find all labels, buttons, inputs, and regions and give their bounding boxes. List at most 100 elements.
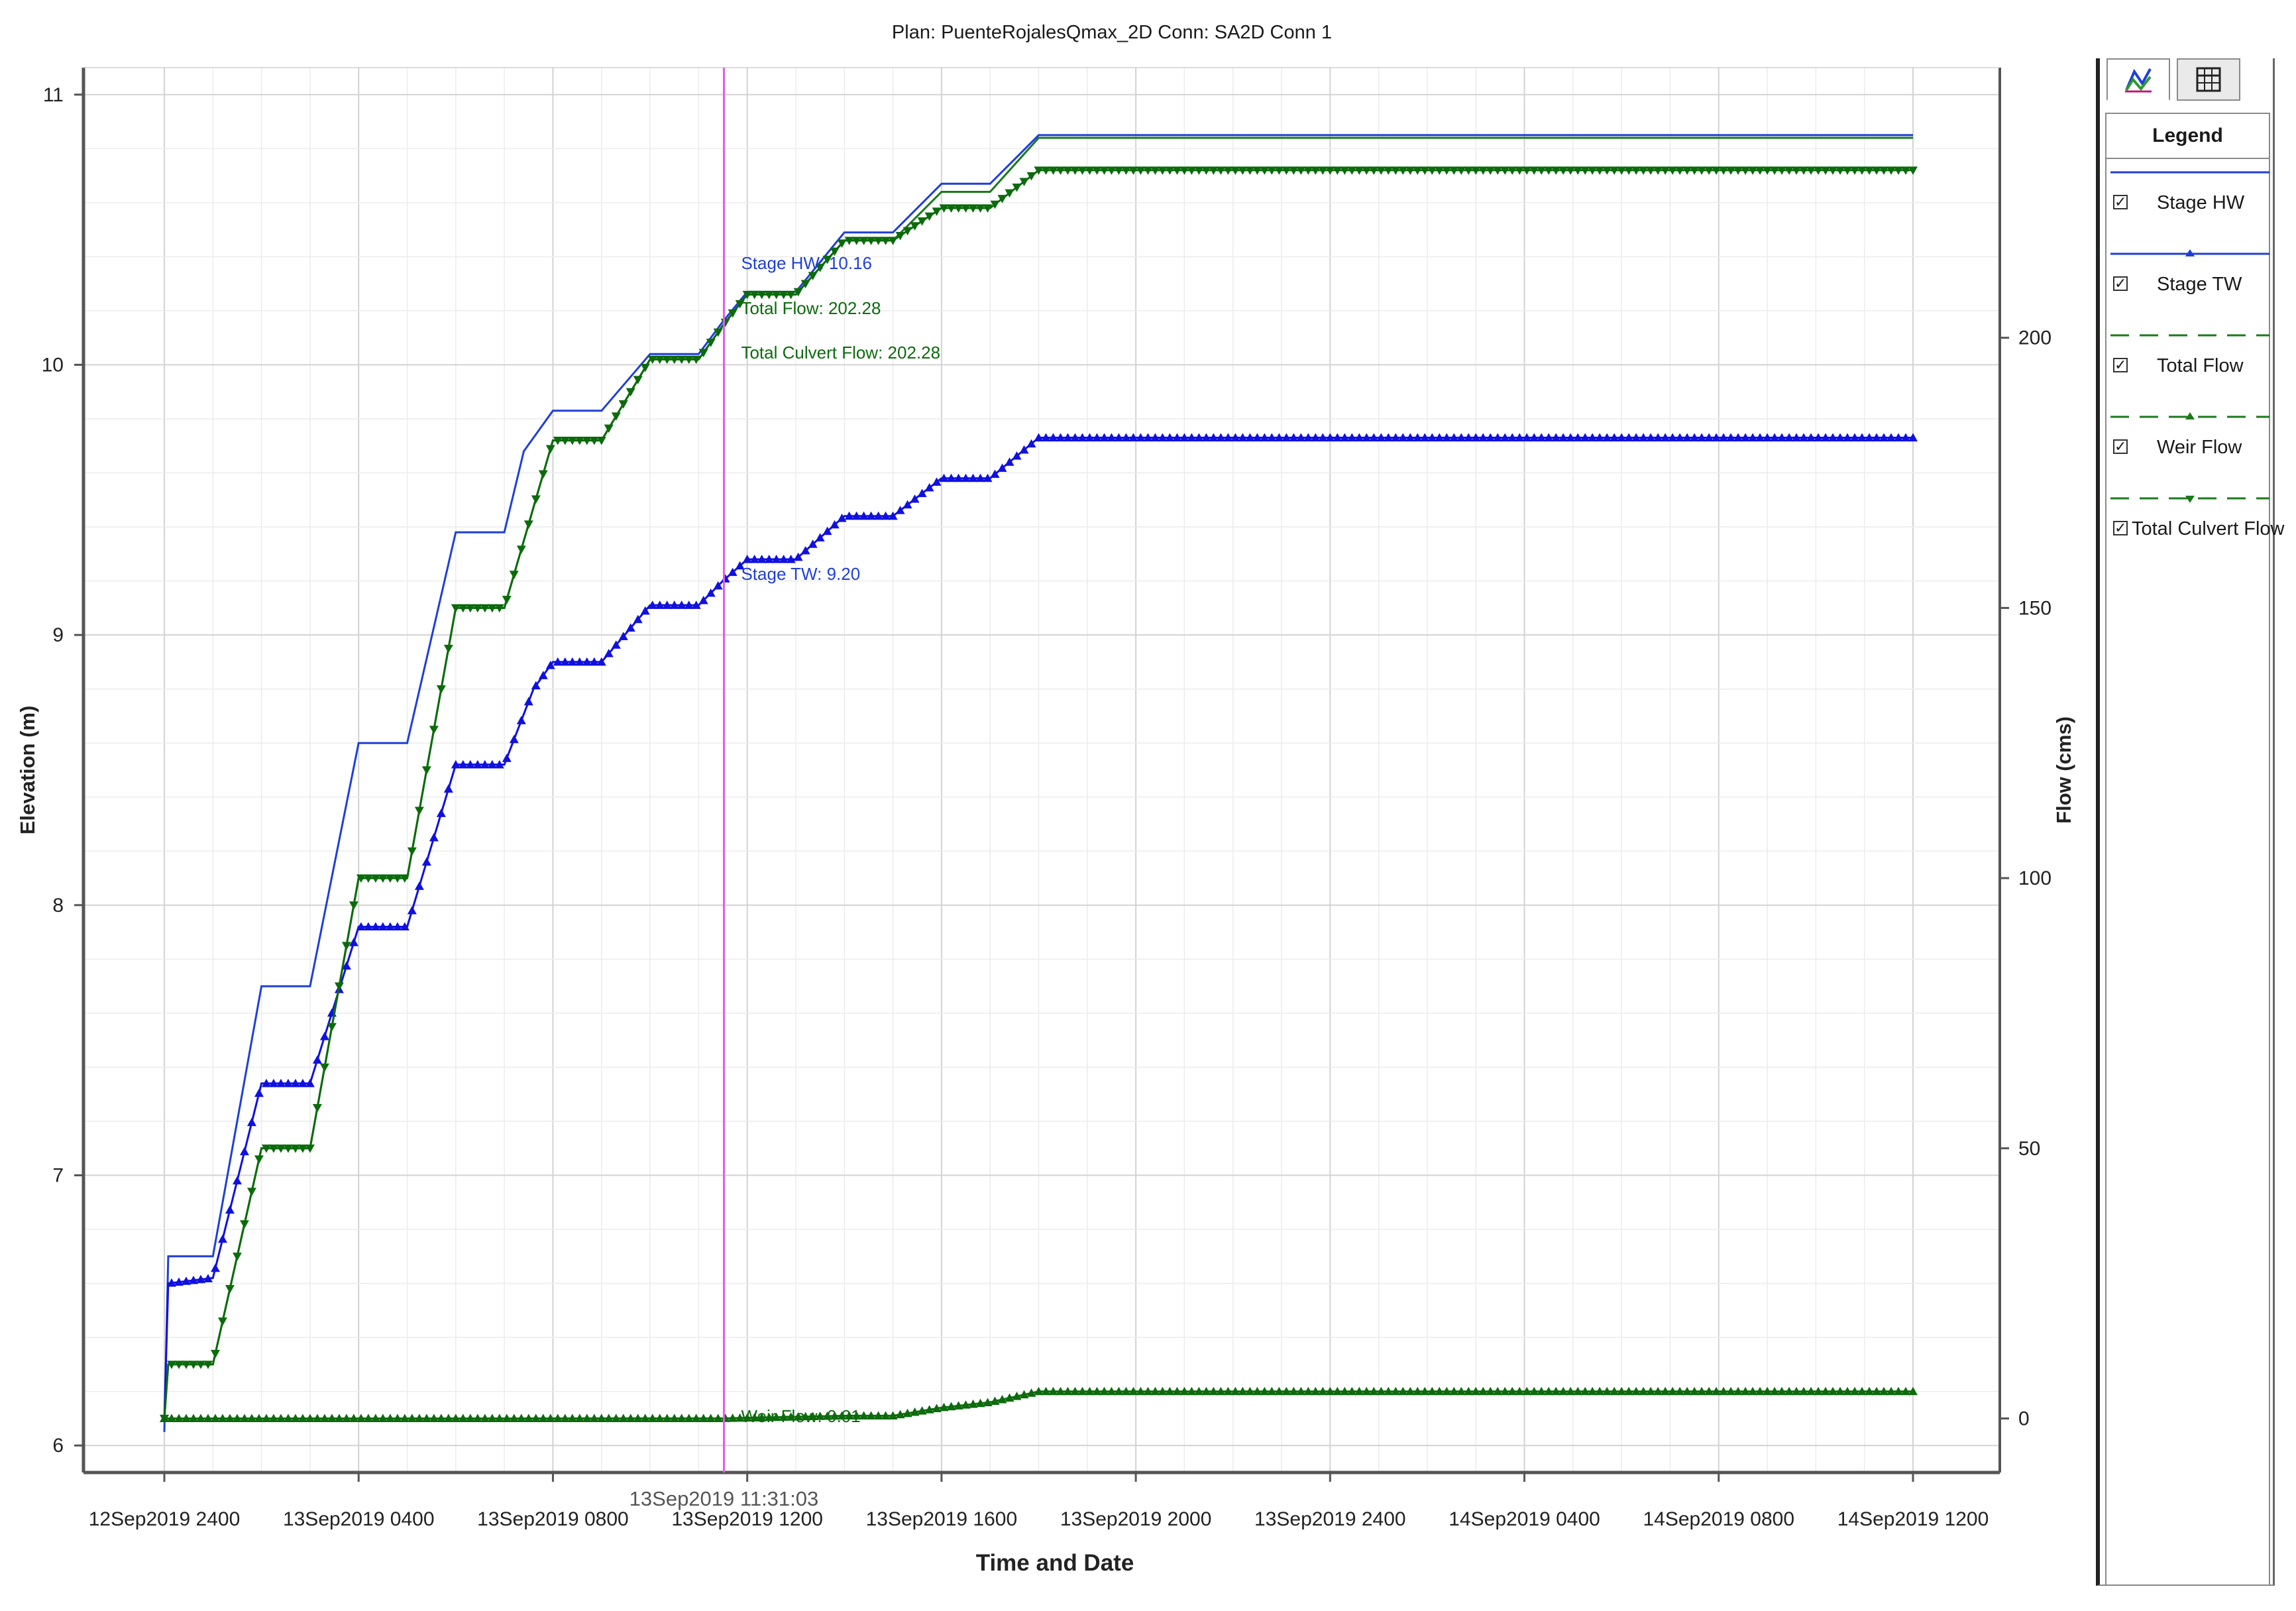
data-point xyxy=(808,1412,818,1421)
legend-checkbox[interactable]: ✓ xyxy=(2113,520,2128,536)
data-point xyxy=(1034,433,1044,442)
data-point xyxy=(239,1220,249,1229)
data-point xyxy=(844,511,854,520)
legend-item[interactable]: ✓ Total Flow xyxy=(2106,322,2269,404)
data-point xyxy=(465,759,475,769)
data-point xyxy=(975,473,985,482)
data-point xyxy=(523,520,533,529)
data-point xyxy=(677,600,686,609)
tab-chart[interactable] xyxy=(2106,58,2170,101)
data-point xyxy=(1311,433,1321,442)
data-point xyxy=(509,1414,519,1423)
data-point xyxy=(356,922,366,931)
data-point xyxy=(1675,1386,1685,1396)
data-point xyxy=(160,1414,169,1423)
data-point xyxy=(1617,433,1627,442)
legend-swatch xyxy=(2110,249,2269,256)
data-point xyxy=(1639,1386,1649,1396)
data-point xyxy=(1340,433,1350,442)
data-point xyxy=(305,1414,315,1423)
legend-checkbox[interactable]: ✓ xyxy=(2113,357,2128,373)
data-point xyxy=(1128,166,1138,175)
data-point xyxy=(1209,1386,1219,1396)
data-point xyxy=(1143,433,1153,442)
legend-checkbox[interactable]: ✓ xyxy=(2113,275,2128,292)
data-point xyxy=(523,696,533,706)
data-point xyxy=(815,1412,825,1420)
data-point xyxy=(1267,166,1277,175)
data-point xyxy=(1391,166,1401,175)
data-point xyxy=(1325,1386,1335,1396)
data-point xyxy=(1252,166,1262,175)
data-point xyxy=(917,488,927,498)
data-point xyxy=(327,1414,337,1423)
x-tick-label: 13Sep2019 1200 xyxy=(671,1508,823,1530)
data-point xyxy=(640,1414,650,1422)
data-point xyxy=(1391,433,1401,442)
data-point xyxy=(458,1414,468,1423)
data-point xyxy=(1034,1386,1044,1396)
data-point xyxy=(400,922,410,931)
data-point xyxy=(217,1414,227,1423)
data-point xyxy=(1282,166,1291,175)
y-axis-title: Elevation (m) xyxy=(16,706,39,835)
data-point xyxy=(290,1414,300,1423)
data-point xyxy=(414,881,424,890)
data-point xyxy=(494,759,504,769)
data-point xyxy=(341,1414,351,1423)
data-point xyxy=(232,1414,242,1423)
data-point xyxy=(1034,166,1044,175)
data-point xyxy=(924,1405,934,1414)
data-point xyxy=(166,1361,176,1369)
data-point xyxy=(1792,1386,1802,1396)
data-point xyxy=(188,1276,198,1284)
data-point xyxy=(414,806,424,816)
data-point xyxy=(458,604,468,613)
data-point xyxy=(1500,433,1510,442)
legend-checkbox[interactable]: ✓ xyxy=(2113,194,2128,210)
data-point xyxy=(1500,166,1510,175)
data-point xyxy=(538,470,548,479)
data-point xyxy=(1209,166,1219,175)
data-point xyxy=(1624,433,1634,442)
data-point xyxy=(246,1188,256,1196)
data-point xyxy=(1631,433,1641,442)
data-point xyxy=(1551,1386,1561,1396)
legend-checkbox[interactable]: ✓ xyxy=(2113,438,2128,455)
data-point xyxy=(1405,166,1415,175)
data-point xyxy=(1486,1386,1496,1396)
data-point xyxy=(1821,166,1831,175)
legend-item[interactable]: ✓ Stage HW xyxy=(2106,159,2269,241)
data-point xyxy=(1784,1386,1794,1396)
legend-item[interactable]: ✓ Weir Flow xyxy=(2106,404,2269,485)
data-point xyxy=(749,290,759,300)
data-point xyxy=(1551,433,1561,442)
data-point xyxy=(166,1414,176,1423)
data-point xyxy=(983,1398,993,1407)
data-point xyxy=(837,514,847,522)
data-point xyxy=(800,280,810,289)
data-point xyxy=(793,288,803,297)
data-point xyxy=(742,1413,752,1422)
data-point xyxy=(283,1144,293,1153)
data-point xyxy=(268,1414,278,1423)
legend-item[interactable]: ✓ Stage TW xyxy=(2106,241,2269,322)
data-point xyxy=(1631,166,1641,175)
data-point xyxy=(1733,433,1743,442)
chart-area[interactable]: Plan: PuenteRojalesQmax_2D Conn: SA2D Co… xyxy=(0,0,2081,1611)
data-point xyxy=(268,1144,278,1153)
data-point xyxy=(1610,166,1619,175)
data-point xyxy=(1252,433,1262,442)
data-point xyxy=(1872,166,1882,175)
data-point xyxy=(443,1414,453,1423)
data-point xyxy=(1464,1386,1474,1396)
data-point xyxy=(1303,433,1313,442)
tab-table[interactable] xyxy=(2177,58,2240,101)
data-point xyxy=(691,600,701,609)
data-point xyxy=(1114,1386,1124,1396)
data-point xyxy=(647,1414,657,1422)
data-point xyxy=(1435,1386,1445,1396)
data-point xyxy=(1507,433,1517,442)
legend-item[interactable]: ✓ Total Culvert Flow xyxy=(2106,485,2284,567)
data-point xyxy=(655,355,665,364)
